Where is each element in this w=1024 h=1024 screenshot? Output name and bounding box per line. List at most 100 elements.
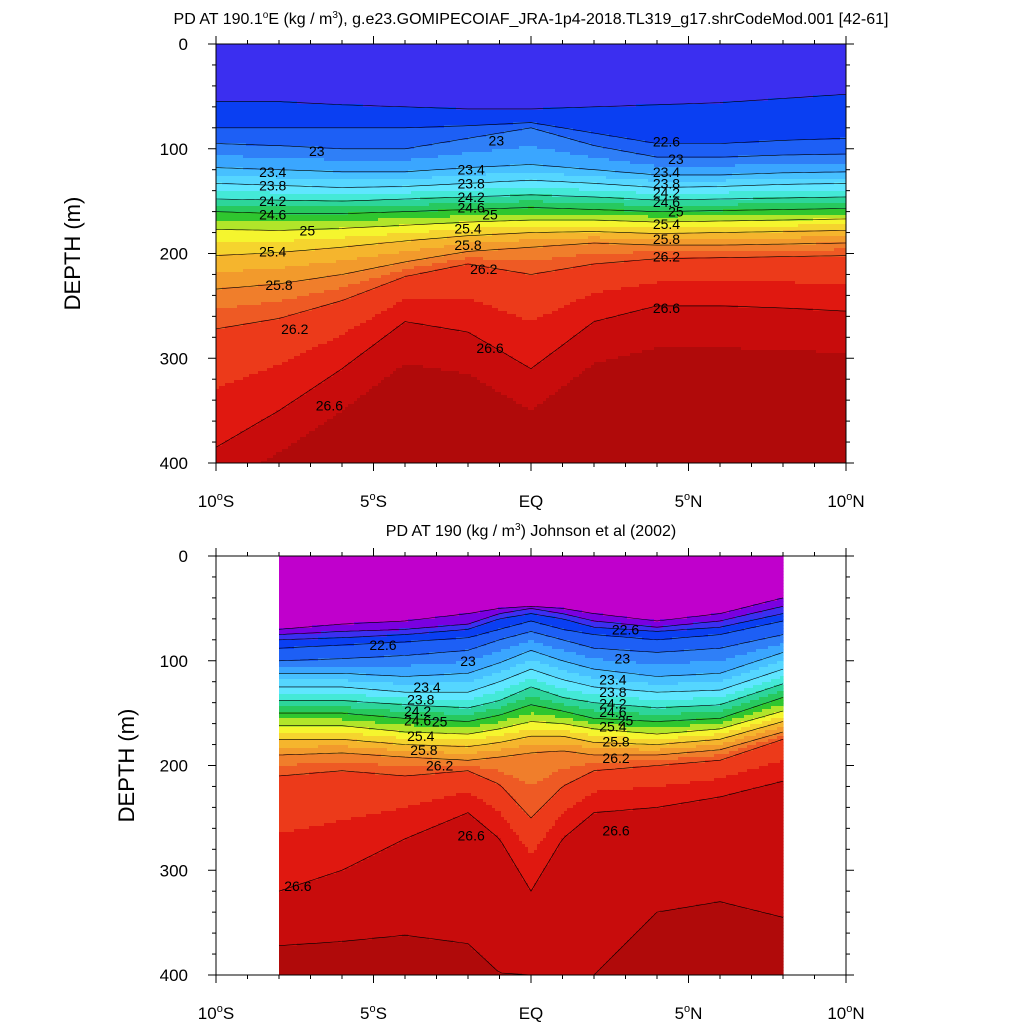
y-tick-label: 300 (160, 349, 188, 368)
contour-label: 24.2 (458, 189, 485, 205)
contour-label: 25 (618, 712, 634, 728)
contour-label: 26.6 (476, 340, 503, 356)
contour-label: 23.8 (599, 684, 626, 700)
contour-line-21.8 (278, 606, 784, 635)
contour-label: 25.4 (407, 728, 434, 744)
y-tick-label: 0 (179, 547, 188, 566)
contour-line-23.4 (216, 164, 846, 176)
contour-line-25.8 (278, 731, 784, 761)
contour-label: 22.6 (612, 621, 639, 637)
x-tick-label: 5oS (360, 1003, 387, 1023)
contour-label: 23.4 (653, 164, 680, 180)
contour-line-23.8 (279, 668, 784, 693)
contour-label: 26.6 (602, 822, 629, 838)
contour-label: 26.6 (316, 397, 343, 413)
x-tick-label: 5oN (675, 491, 703, 511)
contour-label: 25.8 (454, 237, 481, 253)
x-tick-label: 10oS (198, 1003, 234, 1023)
y-tick-label: 400 (160, 966, 188, 985)
y-axis-label: DEPTH (m) (60, 197, 85, 311)
density-fill (279, 556, 784, 975)
contour-lines (278, 597, 784, 975)
contour-label: 24.2 (653, 185, 680, 201)
contour-label: 24.6 (404, 712, 431, 728)
y-axis: 0 100 200 300 400 (160, 35, 854, 473)
contour-label: 23.8 (407, 692, 434, 708)
contour-label: 26.2 (426, 758, 453, 774)
contour-label: 26.6 (458, 828, 485, 844)
x-tick-label: 10oN (827, 491, 864, 511)
contour-line-25.8 (216, 242, 846, 290)
contour-label: 24.2 (404, 703, 431, 719)
contour-label: 24.2 (599, 696, 626, 712)
contour-label: 25.4 (599, 719, 626, 735)
contour-line-23.4 (279, 649, 784, 677)
contour-label: 24.2 (259, 193, 286, 209)
contour-label: 22.6 (369, 637, 396, 653)
contour-label: 24.6 (599, 704, 626, 720)
contour-line-24.2 (279, 683, 784, 709)
contour-line-26.2 (216, 255, 846, 330)
contour-label: 23.8 (458, 175, 485, 191)
contour-label: 25 (482, 207, 498, 223)
contour-label: 26.6 (653, 300, 680, 316)
y-tick-label: 300 (160, 861, 188, 880)
contour-label: 23 (460, 653, 476, 669)
contour-label: 26.2 (281, 321, 308, 337)
y-tick-label: 400 (160, 454, 188, 473)
contour-label: 25.8 (602, 733, 629, 749)
contour-line-26.2 (278, 739, 784, 819)
contour-line-25 (279, 710, 784, 735)
contour-line-25 (216, 218, 846, 231)
contour-line-26.6 (278, 780, 784, 892)
contour-label: 26.2 (653, 249, 680, 265)
contour-line-22.6 (278, 620, 784, 649)
contour-label: 23.4 (259, 164, 286, 180)
contour-line-21.4 (278, 597, 784, 630)
y-tick-label: 200 (160, 245, 188, 264)
x-tick-label: 5oS (360, 491, 387, 511)
contour-label: 25 (432, 714, 448, 730)
contour-label: 25.8 (410, 742, 437, 758)
contour-label: 23 (489, 132, 505, 148)
chart-title: PD AT 190 (kg / m3) Johnson et al (2002) (386, 522, 676, 540)
y-axis-label: DEPTH (m) (114, 709, 139, 823)
contour-label: 25.4 (259, 243, 286, 259)
contour-label: 24.6 (458, 199, 485, 215)
x-axis: 10oS 5oS EQ 5oN 10oN (198, 36, 865, 511)
contour-label: 26.2 (470, 261, 497, 277)
contour-label: 23.8 (653, 175, 680, 191)
contour-labels: 2323.423.824.224.62525.425.826.226.62323… (259, 132, 684, 413)
contour-label: 23.4 (599, 672, 626, 688)
density-fill (216, 44, 846, 463)
x-tick-label: EQ (519, 492, 544, 511)
contour-line-25.4 (279, 721, 784, 747)
contour-label: 25.8 (265, 277, 292, 293)
contour-line-24.2 (216, 194, 846, 202)
contour-label: 25.4 (454, 220, 481, 236)
contour-line-24.6 (279, 697, 784, 722)
contour-line-25.4 (216, 230, 846, 256)
x-tick-label: 10oS (198, 491, 234, 511)
contour-label: 22.6 (653, 133, 680, 149)
contour-label: 25 (668, 204, 684, 220)
contour-line-24.6 (216, 207, 846, 214)
contour-label: 26.2 (602, 750, 629, 766)
contour-label: 24.6 (259, 207, 286, 223)
y-tick-label: 100 (160, 140, 188, 159)
x-tick-label: EQ (519, 1004, 544, 1023)
y-tick-label: 0 (179, 35, 188, 54)
contour-line-22.2 (216, 94, 846, 110)
y-tick-label: 100 (160, 652, 188, 671)
x-tick-label: 5oN (675, 1003, 703, 1023)
contour-line-26.6 (216, 305, 846, 448)
contour-line-23.8 (216, 179, 846, 188)
contour-label: 25 (300, 222, 316, 238)
x-tick-label: 10oN (827, 1003, 864, 1023)
y-tick-label: 200 (160, 757, 188, 776)
contour-lines (216, 94, 846, 448)
contour-label: 23.4 (413, 679, 440, 695)
contour-label: 23 (309, 143, 325, 159)
